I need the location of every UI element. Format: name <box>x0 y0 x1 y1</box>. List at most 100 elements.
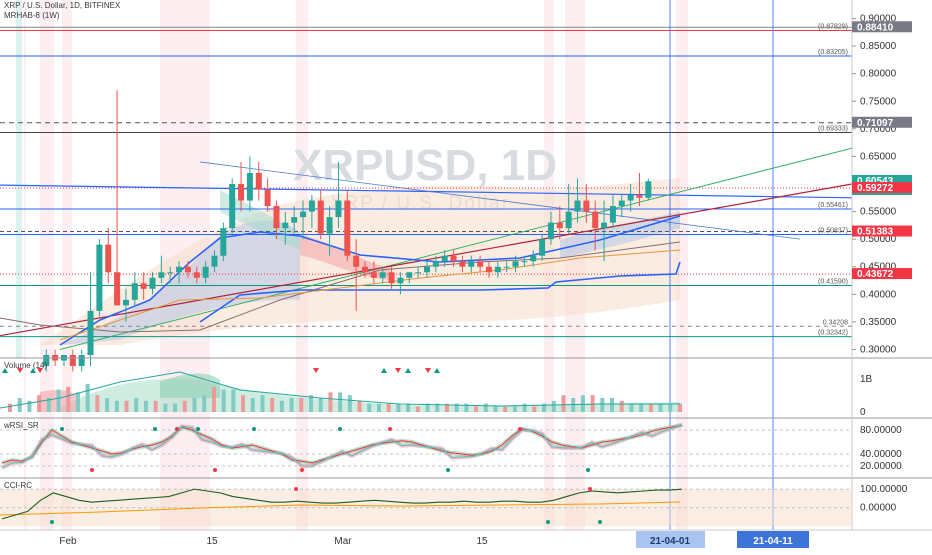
candle-body <box>512 261 519 267</box>
highlight-band <box>62 0 72 530</box>
time-tick-label: Mar <box>334 536 352 547</box>
wrsi-axis-label: 40.00000 <box>860 449 902 460</box>
signal-marker <box>425 368 431 373</box>
volume-bar <box>425 403 430 412</box>
highlight-band <box>40 0 54 530</box>
price-badge-label: 0.88410 <box>857 22 894 33</box>
wrsi-signal-dot <box>175 427 179 431</box>
cci-signal-dot <box>588 487 592 491</box>
signal-marker <box>313 368 319 373</box>
volume-bar <box>143 400 148 412</box>
volume-bar <box>629 403 634 412</box>
price-badge <box>852 182 912 194</box>
candle-body <box>592 211 599 229</box>
candle-body <box>282 222 289 229</box>
volume-axis-label: 0 <box>860 407 866 418</box>
volume-bar <box>648 403 653 412</box>
volume-bar <box>678 403 682 412</box>
volume-bar <box>493 406 498 412</box>
price-badge-label: 0.60543 <box>857 176 894 187</box>
price-tick-label: 0.90000 <box>860 14 897 25</box>
candle-body <box>618 200 625 207</box>
volume-bar <box>328 392 333 412</box>
volume-bar <box>182 400 187 412</box>
volume-bar <box>37 395 42 412</box>
candle-body <box>176 266 183 273</box>
candle-body <box>459 261 466 267</box>
symbol-header: XRP / U.S. Dollar, 1D, BITFINEX <box>4 1 121 10</box>
wrsi-line <box>1 424 683 464</box>
candle-body <box>211 255 218 267</box>
signal-marker <box>434 368 440 373</box>
candle-body <box>78 355 85 367</box>
price-tick-label: 0.85000 <box>860 41 897 52</box>
candle-body <box>131 283 138 300</box>
volume-bar <box>299 398 304 412</box>
volume-bar <box>386 403 391 412</box>
wrsi-signal-dot <box>153 427 157 431</box>
price-badge <box>852 268 912 280</box>
price-badge <box>852 21 912 33</box>
volume-bar <box>56 389 61 412</box>
volume-bar <box>75 392 80 412</box>
cci-signal-dot <box>598 520 602 524</box>
price-tick-label: 0.75000 <box>860 96 897 107</box>
wrsi-signal-dot <box>60 427 64 431</box>
price-tick-label: 0.40000 <box>860 289 897 300</box>
support-step-line <box>199 261 681 323</box>
candle-body <box>291 217 298 223</box>
volume-bar <box>444 403 449 412</box>
volume-bar <box>66 386 71 412</box>
candle-body <box>468 261 475 267</box>
volume-bar <box>512 406 517 412</box>
volume-bar <box>192 398 197 412</box>
signal-marker <box>30 368 36 373</box>
signal-marker <box>405 368 411 373</box>
volume-bar <box>522 403 527 412</box>
level-label: (0.41590) <box>818 279 848 286</box>
highlight-band <box>24 0 26 530</box>
candle-body <box>609 206 616 223</box>
cloud-area <box>60 220 300 345</box>
time-tick-label: Feb <box>59 536 77 547</box>
signal-marker <box>37 368 43 373</box>
volume-bar <box>542 403 547 412</box>
price-badge-label: 0.43672 <box>857 269 894 280</box>
volume-ma-line <box>0 371 680 409</box>
candle-body <box>574 200 581 212</box>
candle-body <box>149 277 156 289</box>
level-label: (0.50837) <box>818 228 848 235</box>
volume-bar <box>27 400 32 412</box>
candle-body <box>627 195 634 201</box>
price-badge-label: 0.71097 <box>857 118 894 129</box>
signal-marker <box>2 368 8 373</box>
volume-bar <box>435 403 440 412</box>
moving-average-line <box>59 249 681 341</box>
price-tick-label: 0.30000 <box>860 344 897 355</box>
candle-body <box>521 261 528 263</box>
candle-body <box>530 255 537 262</box>
level-label: (0.55461) <box>818 202 848 209</box>
price-badge <box>852 116 912 128</box>
candle-body <box>220 228 227 256</box>
signal-marker <box>17 368 23 373</box>
volume-bar <box>503 406 508 412</box>
highlight-band <box>16 0 22 358</box>
volume-bar <box>163 403 168 412</box>
time-tick-label: 15 <box>476 536 488 547</box>
candle-body <box>494 266 501 273</box>
candle-body <box>370 272 377 278</box>
level-label: 0.34208 <box>823 319 848 326</box>
volume-axis-label: 1B <box>860 374 873 385</box>
candle-body <box>583 200 590 212</box>
wrsi-signal-dot <box>446 468 450 472</box>
candle-body <box>388 272 395 284</box>
cci-pane-title: CCI-RC <box>4 481 32 490</box>
wrsi-pane-title: wRSI_SR <box>4 421 39 430</box>
cci-line <box>1 488 683 520</box>
trend-line <box>59 147 853 350</box>
candle-body <box>415 272 422 274</box>
wrsi-signal-dot <box>586 468 590 472</box>
candle-body <box>229 184 236 229</box>
